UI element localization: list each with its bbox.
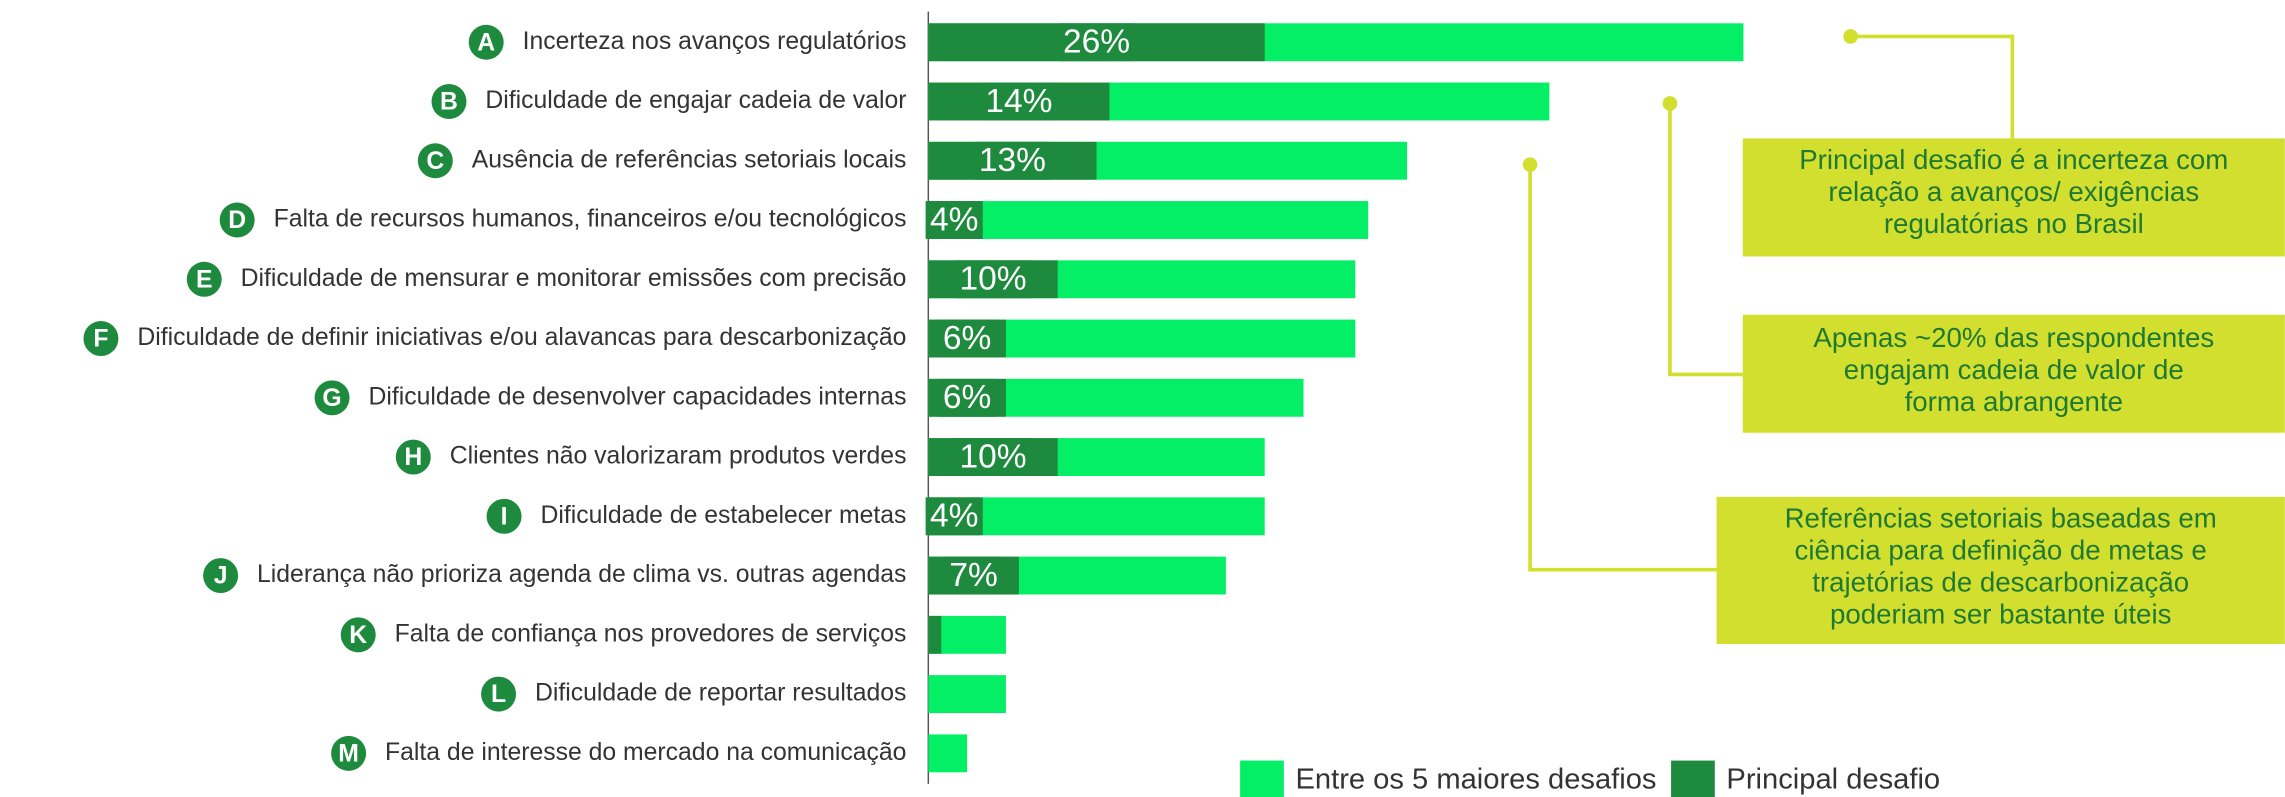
- connector: [1528, 164, 1717, 572]
- badge-letter: J: [214, 563, 228, 590]
- category-label: Falta de confiança nos provedores de ser…: [395, 620, 907, 647]
- badge-letter: F: [93, 326, 108, 353]
- value-label-bg: [980, 82, 1057, 121]
- value-label-bg: [974, 141, 1051, 180]
- annotation-text: Referências setoriais baseadas em: [1785, 502, 2217, 533]
- badge: [219, 202, 255, 238]
- value-label: 6%: [943, 320, 991, 357]
- annotation-text: engajam cadeia de valor de: [1844, 354, 2184, 385]
- bar: [928, 615, 942, 654]
- value-label-bg: [1058, 23, 1135, 62]
- badge-letter: M: [338, 740, 359, 767]
- badge: [431, 84, 467, 119]
- annotation-text: trajetórias de descarbonização: [1812, 567, 2189, 598]
- annotation-box: [1742, 314, 2285, 433]
- badge-letter: E: [196, 266, 213, 293]
- value-label-bg: [938, 319, 996, 358]
- annotation-text: relação a avanços/ exigências: [1828, 176, 2199, 207]
- annotation-text: Apenas ~20% das respondentes: [1813, 322, 2214, 353]
- annotation-box: [1716, 496, 2285, 645]
- badge: [417, 143, 453, 179]
- value-label-bg: [925, 497, 983, 536]
- connector: [1668, 103, 1743, 377]
- badge: [481, 676, 517, 712]
- category-label: Dificuldade de estabelecer metas: [540, 502, 906, 529]
- category-label: Dificuldade de reportar resultados: [535, 680, 906, 707]
- annotation-box: [1742, 138, 2285, 257]
- value-label: 10%: [959, 438, 1026, 475]
- legend-label: Principal desafio: [1726, 764, 1940, 796]
- badge-letter: I: [501, 503, 508, 530]
- category-label: Falta de interesse do mercado na comunic…: [385, 739, 906, 766]
- badge-letter: K: [349, 622, 367, 649]
- category-label: Ausência de referências setoriais locais: [472, 146, 907, 173]
- badge: [203, 558, 239, 594]
- annotation-text: poderiam ser bastante úteis: [1830, 599, 2171, 630]
- category-label: Incerteza nos avanços regulatórios: [523, 28, 907, 55]
- bar: [928, 201, 1369, 239]
- value-label-bg: [955, 438, 1031, 476]
- connector-dot: [1662, 96, 1678, 111]
- value-label: 6%: [943, 379, 991, 416]
- badge-letter: B: [440, 89, 458, 116]
- category-label: Liderança não prioriza agenda de clima v…: [257, 561, 906, 588]
- value-label: 10%: [959, 261, 1026, 298]
- value-label-bg: [925, 201, 983, 239]
- value-label-bg: [938, 378, 996, 417]
- connector-dot: [1522, 157, 1538, 172]
- badge: [186, 261, 222, 297]
- category-label: Falta de recursos humanos, financeiros e…: [274, 206, 907, 233]
- category-label: Dificuldade de mensurar e monitorar emis…: [241, 265, 907, 292]
- badge-letter: C: [426, 148, 444, 175]
- connector-dot: [1843, 29, 1858, 44]
- connector: [1850, 34, 2015, 139]
- badge: [395, 439, 431, 475]
- badge: [468, 24, 504, 60]
- bar: [928, 734, 968, 773]
- badge-letter: A: [477, 29, 495, 56]
- badge: [314, 380, 350, 416]
- badge: [486, 498, 522, 534]
- bar: [928, 675, 1006, 714]
- annotation-text: ciência para definição de metas e: [1795, 535, 2207, 566]
- value-label: 4%: [930, 498, 978, 535]
- legend-swatch: [1240, 760, 1284, 797]
- annotation-text: Principal desafio é a incerteza com: [1799, 144, 2228, 175]
- value-label-bg: [955, 260, 1031, 299]
- category-label: Dificuldade de definir iniciativas e/ou …: [137, 324, 906, 351]
- badge-letter: G: [322, 385, 341, 412]
- value-label: 13%: [979, 142, 1046, 179]
- value-label: 26%: [1063, 24, 1130, 61]
- badge: [331, 735, 367, 771]
- value-label: 4%: [930, 201, 978, 238]
- badge-letter: L: [491, 681, 506, 708]
- value-label: 14%: [985, 83, 1052, 120]
- legend-swatch: [1671, 760, 1715, 797]
- callouts: [1522, 29, 2285, 645]
- value-label: 7%: [949, 557, 997, 594]
- legend-label: Entre os 5 maiores desafios: [1295, 764, 1656, 796]
- category-label: Dificuldade de engajar cadeia de valor: [485, 87, 906, 114]
- badge: [83, 321, 119, 357]
- annotation-text: forma abrangente: [1905, 386, 2123, 417]
- category-label: Clientes não valorizaram produtos verdes: [450, 443, 907, 470]
- badge: [340, 617, 376, 653]
- value-label-bg: [945, 556, 1003, 595]
- badge-letter: D: [228, 207, 246, 234]
- badge-letter: H: [404, 444, 422, 471]
- annotation-text: regulatórias no Brasil: [1884, 208, 2144, 239]
- category-label: Dificuldade de desenvolver capacidades i…: [368, 383, 906, 410]
- bar: [928, 497, 1265, 536]
